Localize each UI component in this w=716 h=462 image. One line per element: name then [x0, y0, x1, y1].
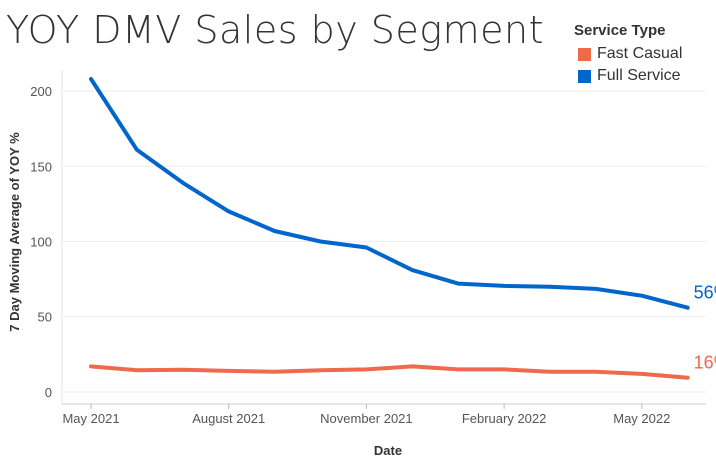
chart-title: YOY DMV Sales by Segment	[6, 8, 544, 52]
y-axis-title: 7 Day Moving Average of YOY %	[7, 132, 22, 332]
y-tick-label-150: 150	[30, 159, 52, 174]
series-lines	[89, 77, 690, 380]
end-labels: 16% 56%	[694, 283, 716, 373]
series-line-fast-casual	[89, 364, 690, 380]
gridlines	[62, 90, 706, 393]
legend-label-full-service: Full Service	[597, 67, 681, 84]
x-tick-label-3: February 2022	[462, 411, 547, 426]
y-tick-label-200: 200	[30, 84, 52, 99]
x-axis-ticks: May 2021 August 2021 November 2021 February…	[62, 404, 670, 426]
y-tick-label-50: 50	[38, 310, 52, 325]
axes	[61, 70, 706, 405]
y-axis-ticks: 0 50 100 150 200	[30, 84, 52, 400]
legend-swatch-full-service	[578, 69, 591, 83]
x-tick-label-2: November 2021	[320, 411, 413, 426]
end-label-full-service: 56%	[694, 283, 716, 303]
x-tick-label-0: May 2021	[62, 411, 119, 426]
x-tick-label-4: May 2022	[613, 411, 670, 426]
x-tick-label-1: August 2021	[192, 411, 265, 426]
series-line-full-service	[89, 77, 690, 310]
y-tick-label-0: 0	[45, 385, 52, 400]
x-axis-title: Date	[374, 443, 402, 458]
legend-item-full-service[interactable]: Full Service	[574, 65, 682, 87]
legend-label-fast-casual: Fast Casual	[597, 45, 683, 62]
legend-title: Service Type	[574, 22, 666, 39]
y-tick-label-100: 100	[30, 235, 52, 250]
legend-swatch-fast-casual	[578, 47, 591, 61]
legend-item-fast-casual[interactable]: Fast Casual	[574, 43, 682, 65]
end-label-fast-casual: 16%	[694, 353, 716, 373]
legend: Service Type Fast Casual Full Service	[574, 22, 682, 87]
